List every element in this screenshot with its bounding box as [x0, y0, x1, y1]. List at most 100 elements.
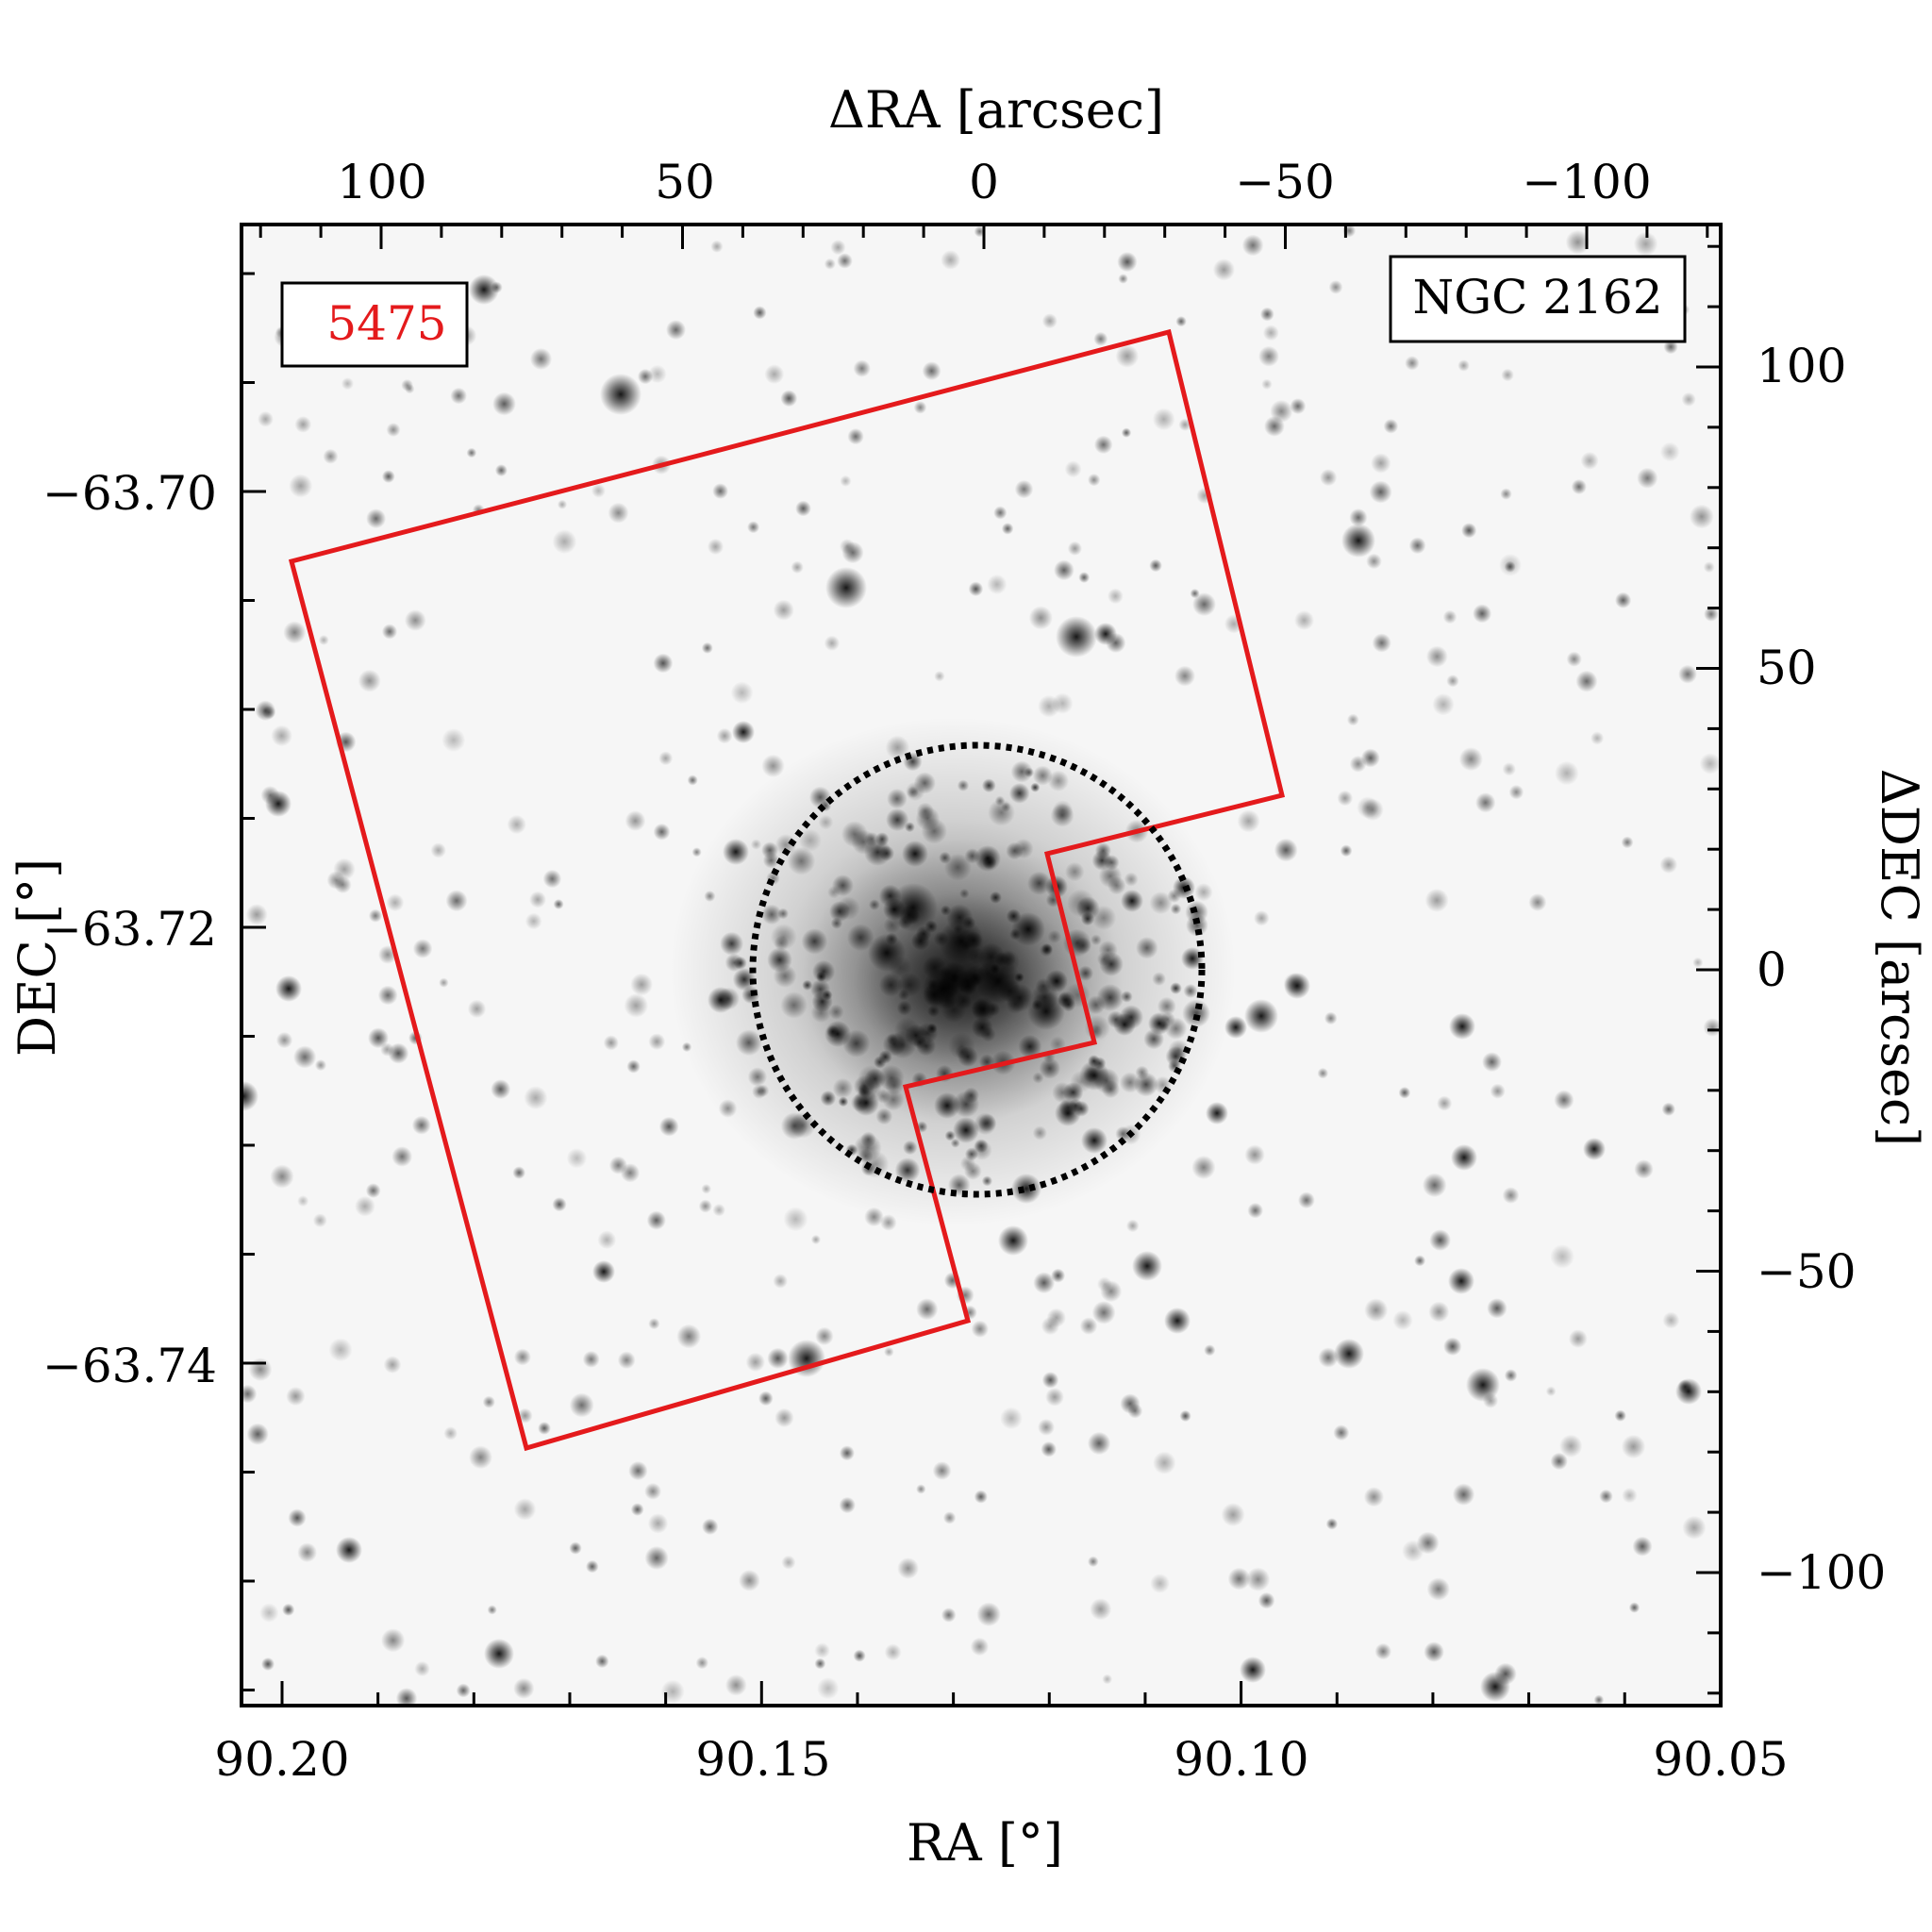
star	[469, 1445, 492, 1470]
star	[557, 499, 568, 509]
dec-tick-label: −63.72	[42, 902, 217, 957]
star	[603, 1035, 619, 1051]
delta-ra-tick-label: −100	[1522, 155, 1651, 209]
star	[802, 979, 813, 991]
star	[297, 1195, 309, 1208]
star	[767, 947, 792, 973]
star	[1244, 1144, 1265, 1165]
star	[903, 1140, 918, 1156]
star	[365, 1183, 381, 1198]
star	[1457, 359, 1470, 372]
star	[1408, 537, 1426, 555]
star	[1047, 770, 1070, 791]
star	[761, 904, 782, 925]
star	[525, 912, 542, 930]
star	[710, 240, 724, 253]
star	[1426, 1577, 1451, 1601]
star	[368, 908, 383, 923]
plot-frame	[240, 223, 1723, 1707]
star	[957, 779, 970, 791]
star	[988, 798, 1015, 826]
star	[658, 751, 674, 766]
star	[648, 364, 667, 384]
star	[512, 1166, 525, 1179]
star	[1088, 474, 1101, 487]
dec-tick-label: −63.70	[42, 466, 217, 521]
star	[261, 706, 276, 720]
top-axis: 100 50 0 −50 −100 ΔRA [arcsec]	[337, 80, 1651, 209]
star	[381, 470, 395, 483]
star	[1264, 416, 1285, 437]
star	[538, 1422, 551, 1435]
star	[770, 924, 797, 951]
star	[1405, 356, 1420, 371]
star	[1045, 1388, 1064, 1407]
dec-axis-title: DEC [°]	[8, 858, 67, 1057]
star	[1554, 1090, 1574, 1110]
star	[411, 1115, 431, 1135]
star	[1341, 524, 1375, 558]
star	[1206, 1102, 1228, 1124]
left-axis: −63.70 −63.72 −63.74 DEC [°]	[8, 466, 217, 1393]
star	[456, 1683, 471, 1698]
star	[1575, 670, 1598, 692]
star	[987, 574, 1008, 595]
star	[466, 447, 477, 458]
star	[981, 1175, 992, 1187]
star	[1482, 1392, 1499, 1408]
star	[826, 1024, 840, 1039]
star	[404, 609, 426, 631]
star	[507, 814, 526, 835]
star	[1703, 1018, 1721, 1037]
star	[1443, 1337, 1462, 1357]
star	[1000, 1407, 1023, 1430]
star	[1659, 441, 1680, 462]
star	[358, 669, 381, 692]
star	[1482, 1052, 1502, 1073]
star	[1030, 782, 1041, 792]
star	[1041, 1441, 1057, 1457]
star	[712, 483, 728, 499]
star	[386, 893, 405, 912]
star	[1371, 453, 1391, 474]
star	[885, 735, 910, 760]
star	[318, 635, 329, 645]
star	[597, 1230, 617, 1250]
star	[878, 845, 895, 861]
star	[960, 940, 972, 951]
star	[878, 973, 903, 997]
star	[1361, 798, 1384, 822]
star	[1580, 451, 1599, 470]
star	[1432, 693, 1455, 716]
star	[676, 1324, 702, 1349]
star	[681, 1041, 692, 1053]
star	[1425, 645, 1448, 668]
star	[529, 347, 553, 371]
star	[1621, 1434, 1646, 1459]
star	[767, 1347, 789, 1370]
star	[1429, 1229, 1451, 1251]
star	[853, 1649, 866, 1662]
star	[314, 1059, 327, 1072]
ra-tick-label: 90.15	[695, 1732, 830, 1787]
star	[1183, 984, 1198, 998]
star	[1136, 937, 1158, 959]
star	[1079, 1317, 1098, 1335]
star	[469, 275, 499, 305]
star	[981, 778, 996, 793]
star	[1334, 1339, 1364, 1369]
star	[1121, 427, 1132, 438]
star	[971, 1320, 990, 1339]
star	[1615, 591, 1632, 608]
star	[529, 891, 546, 908]
star	[441, 728, 466, 752]
star	[1087, 1431, 1111, 1456]
star	[450, 387, 468, 405]
star	[569, 1541, 582, 1555]
star	[1446, 675, 1459, 688]
delta-ra-axis-title: ΔRA [arcsec]	[828, 80, 1164, 140]
star	[750, 839, 762, 850]
star	[246, 1423, 269, 1445]
star	[1153, 1451, 1176, 1474]
star	[328, 1338, 353, 1362]
